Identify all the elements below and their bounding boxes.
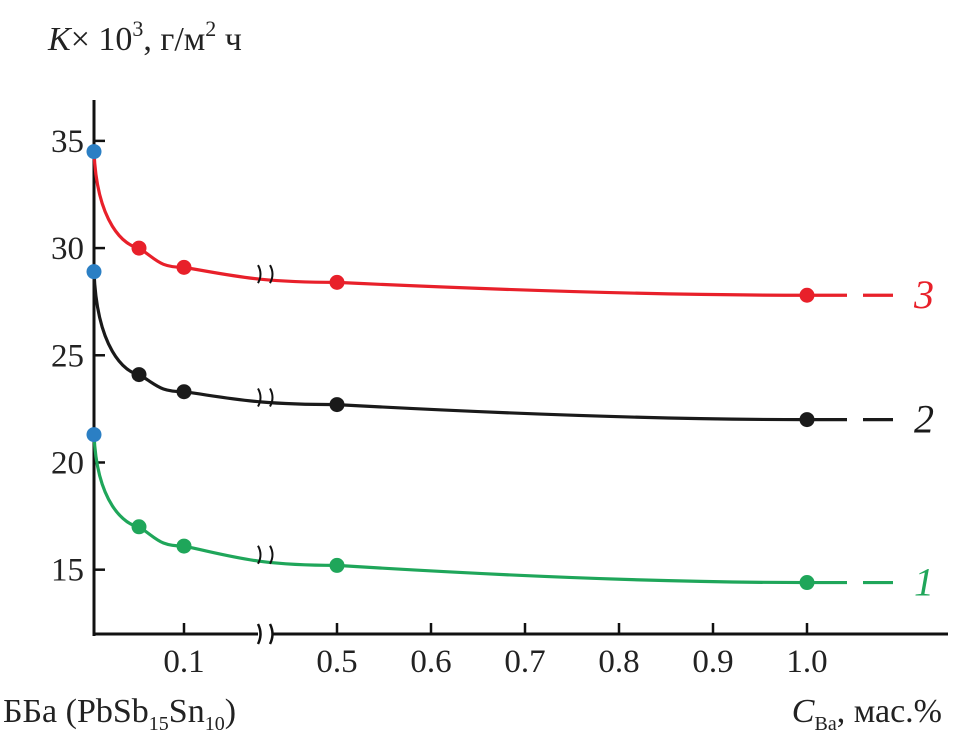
y-axis-label: K× 103, г/м2 ч [47,16,242,58]
series-3-point [131,240,147,256]
series-line-3 [92,151,808,297]
series-2-point [131,367,147,383]
y-tick-label: 25 [51,338,84,374]
series-group: 1 2 3 [86,144,934,605]
series-label-1: 1 [914,560,934,605]
x-axis-break-mark [256,623,274,645]
series-2-point [86,264,102,280]
series-1-point [86,427,102,443]
series-1-point [176,538,192,554]
series-3-point [799,287,815,303]
x-axis-label: CBa, мас.% [792,693,942,735]
series-3-point [86,144,102,160]
x-tick-label: 0.8 [598,644,639,680]
y-ticks: 15 20 25 30 35 [51,124,105,589]
curve-break-mark [257,545,274,565]
series-2-point [799,412,815,428]
series-line-1 [92,434,808,585]
series-3-point [329,274,345,290]
base-alloy-label: ББа (PbSb15Sn10) [3,693,236,735]
y-tick-label: 20 [51,445,84,481]
x-tick-label: 0.1 [163,644,204,680]
series-2-point [329,397,345,413]
y-tick-label: 35 [51,124,84,160]
x-tick-label: 1.0 [786,644,827,680]
series-label-2: 2 [914,397,934,442]
x-tick-label: 0.7 [504,644,545,680]
series-1-point [329,557,345,573]
series-1-point [131,519,147,535]
x-tick-label: 0.5 [316,644,357,680]
x-tick-label: 0.6 [410,644,451,680]
series-line-2 [92,271,808,422]
x-ticks: 0.1 0.5 0.6 0.7 0.8 0.9 1.0 [163,623,828,680]
x-tick-label: 0.9 [692,644,733,680]
series-1-point [799,575,815,591]
curve-break-mark [257,388,274,408]
curve-break-mark [257,264,274,284]
y-tick-label: 30 [51,231,84,267]
series-2-point [176,384,192,400]
y-tick-label: 15 [51,553,84,589]
series-3-point [176,259,192,275]
series-label-3: 3 [913,272,934,317]
